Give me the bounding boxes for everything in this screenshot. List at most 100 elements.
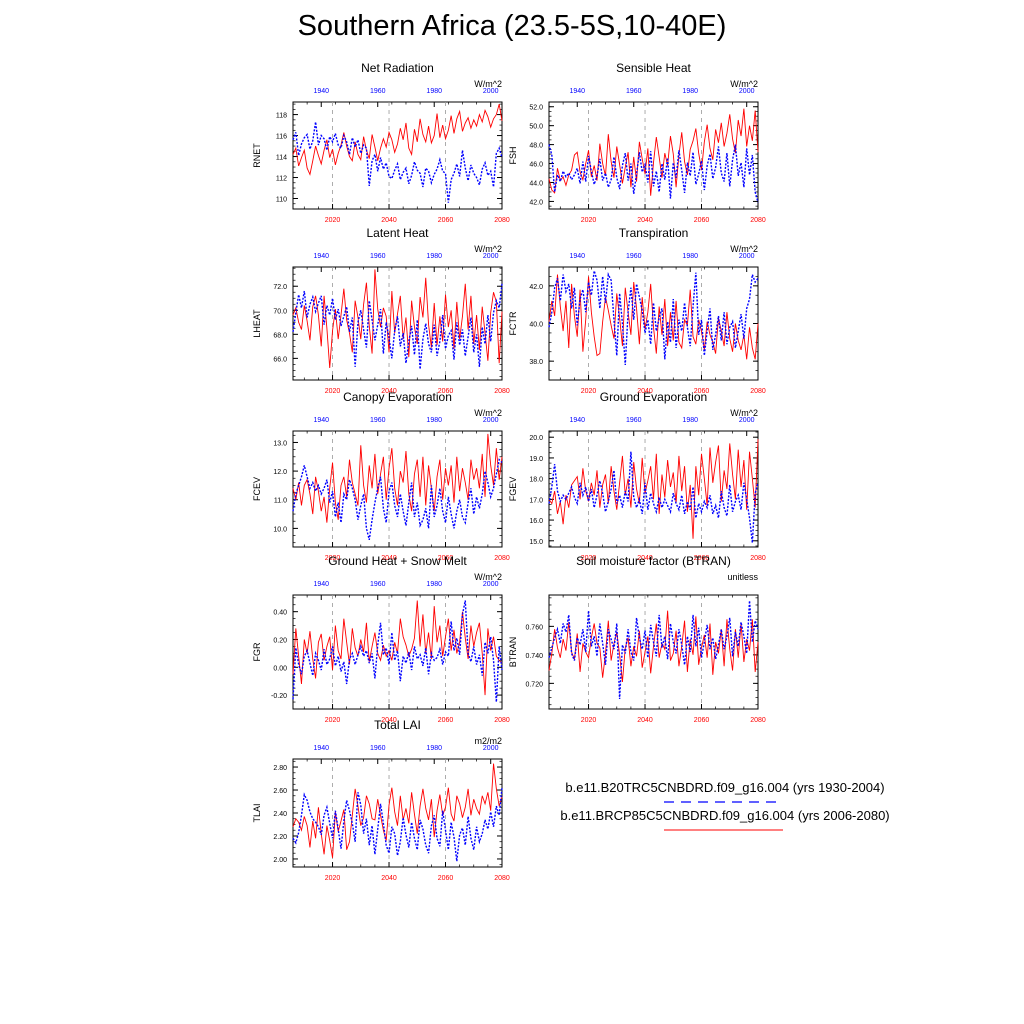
x-tick-label-top: 1980	[682, 88, 698, 95]
units-label: W/m^2	[474, 408, 502, 418]
y-tick-label: 42.0	[529, 199, 543, 206]
y-axis-label: BTRAN	[508, 637, 518, 668]
plot-frame	[292, 101, 503, 210]
x-tick-label-bottom: 2060	[694, 388, 710, 395]
y-tick-label: 20.0	[529, 435, 543, 442]
x-tick-label-bottom: 2020	[325, 217, 341, 224]
chart-title: Ground Heat + Snow Melt	[328, 554, 467, 568]
y-tick-label: 2.20	[273, 834, 287, 841]
x-tick-label-bottom: 2060	[438, 717, 454, 724]
y-axis-label: FCTR	[508, 311, 518, 335]
x-tick-label-top: 1980	[682, 417, 698, 424]
y-tick-label: 40.0	[529, 322, 543, 329]
x-tick-label-bottom: 2040	[381, 875, 397, 882]
y-axis-label: TLAI	[252, 803, 262, 822]
y-tick-label: 42.0	[529, 284, 543, 291]
y-tick-label: 10.0	[273, 526, 287, 533]
x-tick-label-bottom: 2080	[750, 217, 766, 224]
x-tick-label-top: 1940	[569, 88, 585, 95]
y-tick-label: 38.0	[529, 359, 543, 366]
x-tick-label-top: 2000	[483, 88, 499, 95]
x-tick-label-top: 1960	[370, 581, 386, 588]
series-line-control	[548, 600, 759, 700]
chart-panel-5: Canopy Evaporation W/m^2 FCEV 10.0 11.0 12.0 1…	[252, 390, 510, 562]
y-axis-label: RNET	[252, 143, 262, 168]
x-tick-label-top: 1940	[313, 581, 329, 588]
x-tick-label-top: 1960	[626, 417, 642, 424]
series-line-scenario	[292, 433, 503, 523]
y-tick-label: 15.0	[529, 539, 543, 546]
x-tick-label-top: 2000	[739, 253, 755, 260]
series-line-control	[548, 270, 759, 365]
x-tick-label-bottom: 2060	[694, 217, 710, 224]
x-tick-label-top: 1940	[569, 253, 585, 260]
chart-title: Soil moisture factor (BTRAN)	[576, 554, 731, 568]
legend-label-scenario: b.e11.BRCP85C5CNBDRD.f09_g16.004 (yrs 20…	[560, 808, 889, 823]
series-line-scenario	[548, 274, 759, 360]
x-tick-label-bottom: 2060	[438, 875, 454, 882]
y-tick-label: 11.0	[274, 498, 287, 505]
y-axis-label: FCEV	[252, 477, 262, 501]
plot-frame	[292, 594, 503, 710]
y-tick-label: 112	[276, 176, 287, 183]
x-tick-label-top: 2000	[483, 417, 499, 424]
series-line-control	[548, 144, 759, 203]
y-axis-label: FGEV	[508, 477, 518, 502]
series-line-control	[292, 600, 503, 703]
plot-frame	[548, 594, 759, 710]
chart-panel-8: Soil moisture factor (BTRAN) unitless BTRA…	[508, 554, 766, 724]
plot-frame	[548, 101, 759, 210]
chart-panel-1: Net Radiation W/m^2 RNET 110 112 114 116 118 202…	[252, 61, 510, 224]
x-tick-label-bottom: 2040	[381, 388, 397, 395]
y-tick-label: 0.00	[273, 665, 287, 672]
series-line-scenario	[548, 610, 759, 682]
y-axis-label: LHEAT	[252, 309, 262, 338]
x-tick-label-top: 1980	[682, 253, 698, 260]
x-tick-label-bottom: 2020	[581, 217, 597, 224]
y-tick-label: 16.0	[529, 518, 543, 525]
x-tick-label-top: 1940	[313, 88, 329, 95]
legend: b.e11.B20TRC5CNBDRD.f09_g16.004 (yrs 193…	[560, 780, 890, 831]
x-tick-label-bottom: 2080	[494, 875, 510, 882]
series-line-scenario	[548, 108, 759, 196]
x-tick-label-top: 1940	[313, 745, 329, 752]
chart-title: Ground Evaporation	[600, 390, 707, 404]
y-tick-label: 12.0	[273, 469, 287, 476]
y-tick-label: 70.0	[273, 308, 287, 315]
x-tick-label-top: 2000	[739, 417, 755, 424]
x-tick-label-top: 2000	[483, 581, 499, 588]
x-tick-label-bottom: 2080	[494, 717, 510, 724]
x-tick-label-bottom: 2080	[494, 388, 510, 395]
x-tick-label-bottom: 2020	[325, 388, 341, 395]
x-tick-label-top: 1960	[626, 253, 642, 260]
y-tick-label: 66.0	[273, 356, 287, 363]
y-tick-label: 114	[276, 155, 287, 162]
units-label: W/m^2	[474, 79, 502, 89]
y-tick-label: 19.0	[529, 456, 543, 463]
y-tick-label: 2.00	[273, 857, 287, 864]
y-tick-label: 0.720	[525, 681, 543, 688]
x-tick-label-bottom: 2020	[581, 388, 597, 395]
x-tick-label-bottom: 2040	[637, 555, 653, 562]
chart-title: Transpiration	[619, 226, 689, 240]
plot-frame	[292, 266, 503, 381]
y-tick-label: 2.40	[273, 811, 287, 818]
x-tick-label-bottom: 2020	[325, 875, 341, 882]
y-tick-label: 2.60	[273, 788, 287, 795]
x-tick-label-top: 1980	[426, 253, 442, 260]
x-tick-label-bottom: 2060	[694, 555, 710, 562]
series-line-control	[292, 787, 503, 862]
x-tick-label-bottom: 2020	[325, 717, 341, 724]
series-line-scenario	[292, 763, 503, 858]
units-label: W/m^2	[730, 408, 758, 418]
x-tick-label-bottom: 2040	[637, 388, 653, 395]
x-tick-label-top: 1980	[426, 745, 442, 752]
x-tick-label-bottom: 2060	[438, 388, 454, 395]
x-tick-label-top: 1980	[426, 581, 442, 588]
y-tick-label: 52.0	[529, 105, 543, 112]
chart-title: Latent Heat	[366, 226, 429, 240]
y-tick-label: 46.0	[529, 162, 543, 169]
chart-panel-2: Sensible Heat W/m^2 FSH 42.0 44.0 46.0 48.0 50.…	[508, 61, 766, 224]
x-tick-label-top: 1980	[426, 417, 442, 424]
x-tick-label-top: 1960	[370, 417, 386, 424]
